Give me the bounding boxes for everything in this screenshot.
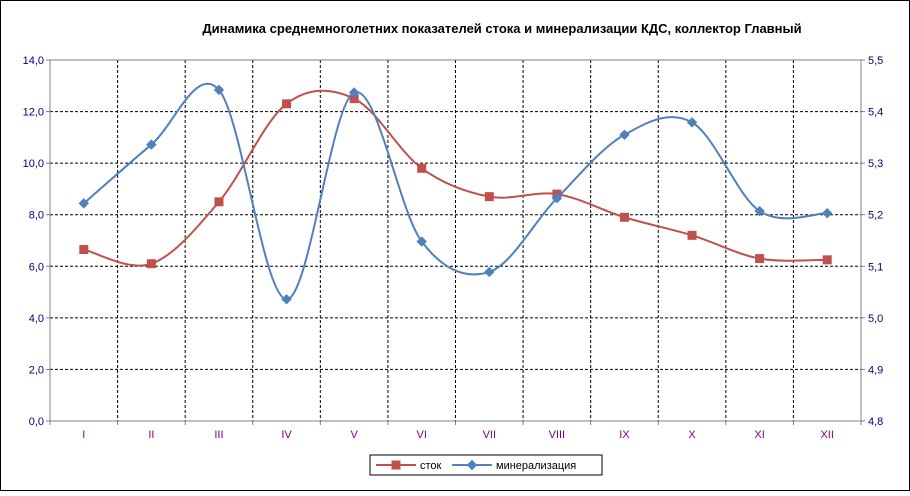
y-right-tick-label: 5,5 [868,55,883,67]
series-2-point [348,87,360,98]
series-2-point [619,129,630,140]
x-tick-label: III [214,429,223,441]
series-1-point [417,163,427,173]
series-1-point [687,230,697,240]
series-1-point [79,245,89,255]
chart-title: Динамика среднемноголетних показателей с… [202,21,801,36]
y-right-tick-label: 5,1 [868,261,883,273]
y-left-tick-label: 2,0 [29,364,44,376]
x-tick-label: V [350,429,358,441]
series-1-point [619,212,629,222]
series-1-point [146,259,156,269]
x-tick-label: I [82,429,85,441]
y-left-tick-label: 6,0 [29,261,44,273]
y-right-tick-label: 4,8 [868,416,883,428]
x-tick-label: IX [619,429,630,441]
y-right-tick-label: 5,4 [868,107,883,119]
x-tick-label: VIII [549,429,566,441]
legend-series-1-label: сток [420,460,442,472]
x-tick-label: XI [754,429,764,441]
series-2-point [822,207,833,219]
x-tick-label: II [148,429,154,441]
series-2-point [281,294,292,305]
y-left-tick-label: 10,0 [23,158,44,170]
x-tick-label: IV [281,429,292,441]
legend-series-2-swatch-marker [466,459,478,471]
y-right-tick-label: 5,3 [868,158,883,170]
y-left-tick-label: 4,0 [29,313,44,325]
y-left-tick-label: 8,0 [29,210,44,222]
y-left-tick-label: 14,0 [23,55,44,67]
x-tick-label: VII [483,429,496,441]
series-1-point [755,254,765,264]
series-2-point [551,193,563,204]
y-right-tick-label: 5,2 [868,210,883,222]
x-tick-label: X [688,429,696,441]
series-2-point [416,236,427,247]
series-2-point [686,117,698,128]
legend: сток минерализация [369,454,603,476]
series-2-point [213,84,225,96]
x-tick-label: VI [417,429,427,441]
series-1-point [282,99,292,109]
y-left-tick-label: 12,0 [23,107,44,119]
plot-area: 0,0 2,0 4,0 6,0 8,0 10,0 12,0 14,0 4,8 4,9 5,0 5,1 5… [23,55,884,441]
series-2-point [484,266,495,278]
legend-series-1-swatch-marker [391,460,401,470]
series-1-point [214,197,224,207]
series-1-point [822,255,832,265]
series-2-point [146,139,157,150]
series-1-point [484,192,494,202]
y-left-tick-label: 0,0 [29,416,44,428]
series-2-point [78,198,89,209]
y-right-tick-label: 4,9 [868,364,883,376]
series-2-point [754,205,765,217]
y-right-tick-label: 5,0 [868,313,883,325]
legend-series-2-label: минерализация [496,460,576,472]
x-tick-label: XII [820,429,833,441]
